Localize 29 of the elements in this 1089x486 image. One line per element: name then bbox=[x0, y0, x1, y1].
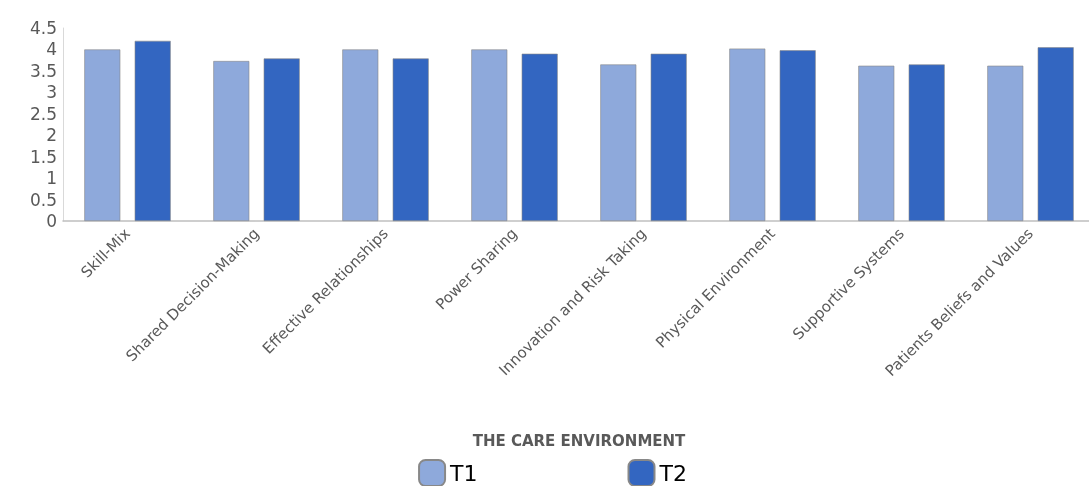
y-tick-label: 4.5 bbox=[29, 18, 57, 38]
bar bbox=[342, 49, 379, 221]
bar bbox=[650, 53, 687, 221]
y-tick-label: 3.5 bbox=[29, 60, 57, 81]
y-tick-label: 2 bbox=[46, 125, 57, 146]
x-axis-title: THE CARE ENVIRONMENT bbox=[472, 431, 687, 450]
bar bbox=[263, 58, 300, 221]
legend-label: T1 bbox=[449, 460, 478, 486]
bar bbox=[213, 61, 250, 221]
bar bbox=[84, 49, 121, 221]
legend-label: T2 bbox=[658, 460, 687, 486]
y-tick-label: 1 bbox=[46, 168, 57, 189]
y-tick-label: 1.5 bbox=[29, 146, 57, 167]
y-tick-label: 2.5 bbox=[29, 103, 57, 124]
y-tick-label: 0.5 bbox=[29, 189, 57, 210]
y-tick-label: 3 bbox=[46, 82, 57, 103]
bar bbox=[134, 40, 171, 221]
bar bbox=[908, 64, 945, 221]
bar bbox=[987, 65, 1024, 221]
y-tick-label: 4 bbox=[46, 39, 57, 60]
bar bbox=[858, 65, 895, 221]
bar bbox=[392, 58, 429, 221]
bar bbox=[471, 49, 508, 221]
bar bbox=[521, 53, 558, 221]
bar bbox=[1037, 47, 1074, 221]
y-tick-label: 0 bbox=[46, 211, 57, 231]
bar bbox=[729, 48, 766, 221]
bar bbox=[600, 64, 637, 221]
bar bbox=[779, 50, 816, 221]
